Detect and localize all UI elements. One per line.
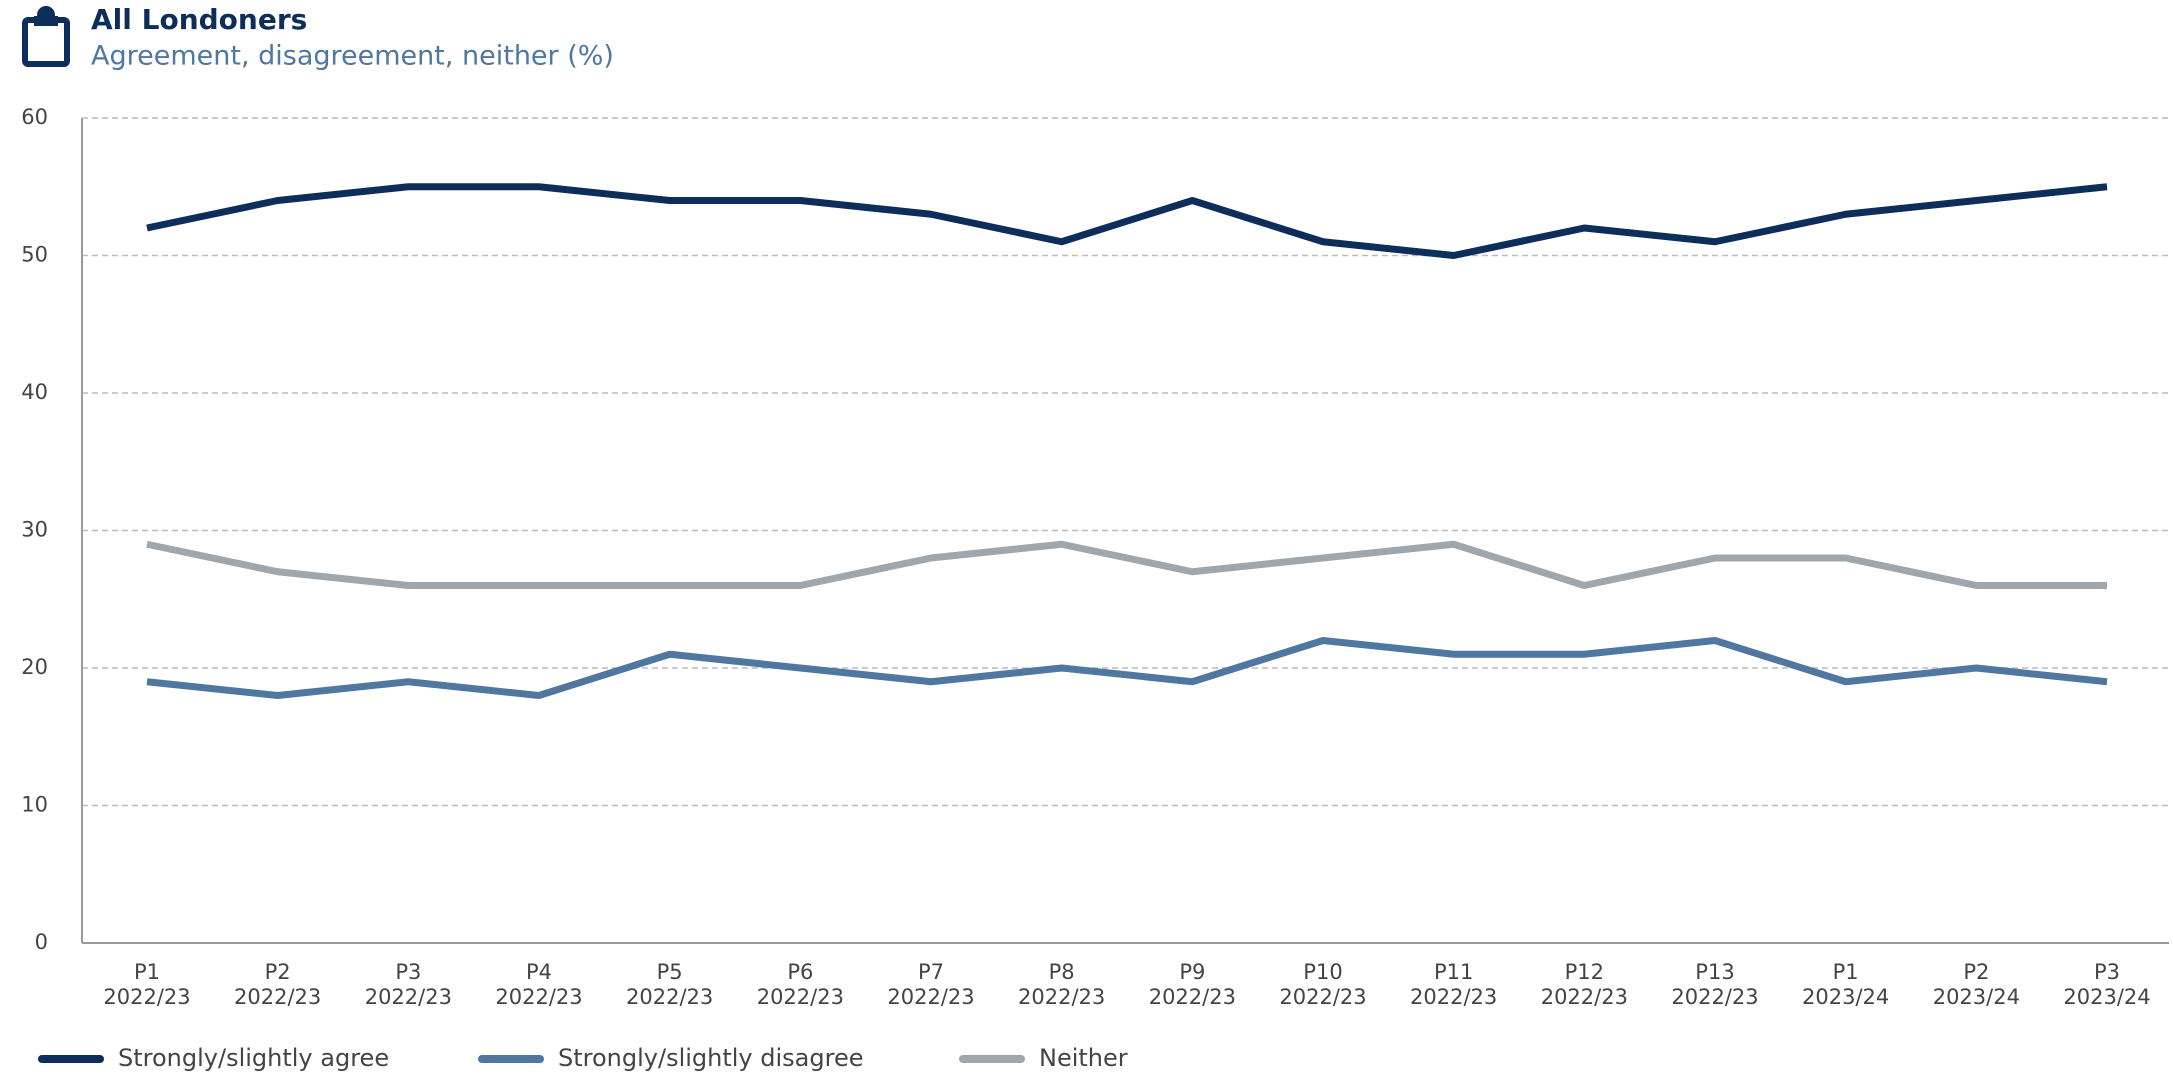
y-tick-label: 20 bbox=[21, 655, 48, 679]
x-tick-label: P1 bbox=[134, 960, 160, 984]
x-tick-label: P9 bbox=[1179, 960, 1205, 984]
x-tick-label: 2023/24 bbox=[1933, 985, 2020, 1009]
x-tick-label: 2022/23 bbox=[1018, 985, 1105, 1009]
y-tick-label: 10 bbox=[21, 793, 48, 817]
x-tick-label: 2023/24 bbox=[1802, 985, 1889, 1009]
y-tick-label: 0 bbox=[35, 930, 48, 954]
clipboard-icon bbox=[22, 6, 70, 67]
legend-label: Neither bbox=[1039, 1044, 1128, 1072]
x-tick-label: 2022/23 bbox=[887, 985, 974, 1009]
series-line bbox=[146, 637, 2108, 699]
chart-subtitle: Agreement, disagreement, neither (%) bbox=[91, 41, 614, 72]
y-tick-label: 50 bbox=[21, 243, 48, 267]
x-tick-label: 2022/23 bbox=[1279, 985, 1366, 1009]
x-tick-label: 2023/24 bbox=[2063, 985, 2150, 1009]
y-tick-label: 60 bbox=[21, 105, 48, 129]
y-tick-label: 30 bbox=[21, 518, 48, 542]
x-tick-label: P2 bbox=[1963, 960, 1989, 984]
x-tick-label: 2022/23 bbox=[495, 985, 582, 1009]
x-tick-label: 2022/23 bbox=[1541, 985, 1628, 1009]
x-tick-label: P10 bbox=[1303, 960, 1342, 984]
x-tick-label: 2022/23 bbox=[1149, 985, 1236, 1009]
x-tick-label: 2022/23 bbox=[626, 985, 713, 1009]
legend-label: Strongly/slightly agree bbox=[118, 1044, 389, 1072]
series-line bbox=[146, 540, 2107, 589]
x-tick-label: 2022/23 bbox=[1410, 985, 1497, 1009]
x-tick-label: P6 bbox=[787, 960, 813, 984]
x-tick-label: P7 bbox=[918, 960, 944, 984]
x-tick-label: P13 bbox=[1695, 960, 1734, 984]
x-tick-label: P3 bbox=[2094, 960, 2120, 984]
x-tick-label: 2022/23 bbox=[1671, 985, 1758, 1009]
x-tick-label: 2022/23 bbox=[103, 985, 190, 1009]
x-tick-label: P11 bbox=[1434, 960, 1473, 984]
x-tick-label: 2022/23 bbox=[757, 985, 844, 1009]
series-line bbox=[146, 183, 2108, 259]
x-tick-label: 2022/23 bbox=[365, 985, 452, 1009]
x-tick-label: P5 bbox=[657, 960, 683, 984]
x-tick-label: P3 bbox=[395, 960, 421, 984]
x-tick-label: P4 bbox=[526, 960, 552, 984]
x-tick-label: 2022/23 bbox=[234, 985, 321, 1009]
x-tick-label: P12 bbox=[1565, 960, 1604, 984]
y-tick-label: 40 bbox=[21, 380, 48, 404]
x-tick-label: P2 bbox=[265, 960, 291, 984]
chart-title: All Londoners bbox=[91, 3, 307, 36]
x-tick-label: P8 bbox=[1049, 960, 1075, 984]
legend-label: Strongly/slightly disagree bbox=[558, 1044, 863, 1072]
x-tick-label: P1 bbox=[1833, 960, 1859, 984]
